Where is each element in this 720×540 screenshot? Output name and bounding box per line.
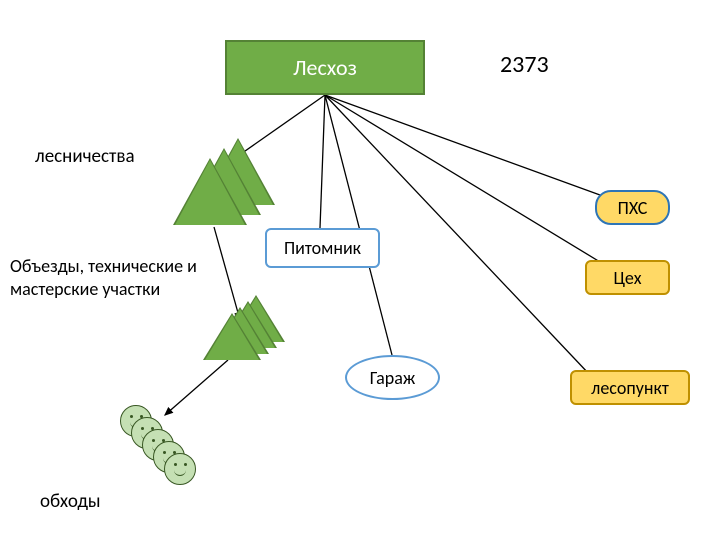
smiley-icon (164, 453, 196, 485)
obkhody-label: обходы (40, 490, 101, 513)
smileys-group (0, 0, 720, 540)
diagram-canvas: Лесхоз 2373 лесничества Объезды, техниче… (0, 0, 720, 540)
